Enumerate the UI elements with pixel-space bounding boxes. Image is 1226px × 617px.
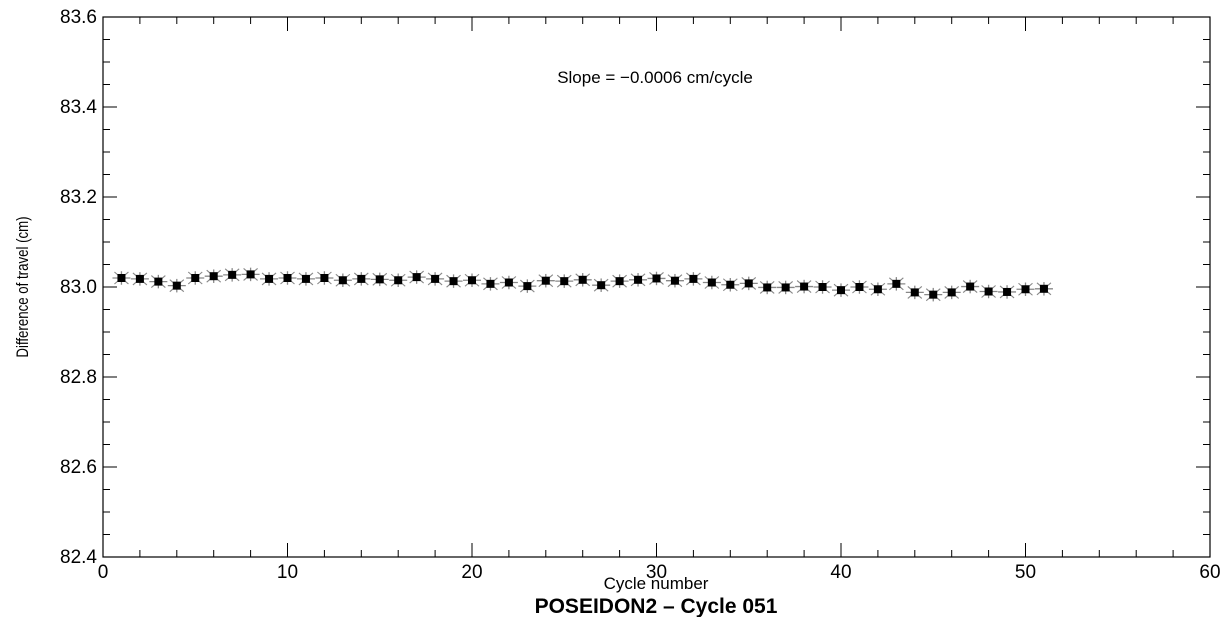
y-tick-label: 83.4	[60, 97, 97, 118]
data-point	[578, 275, 587, 284]
data-point	[634, 275, 643, 284]
data-point	[412, 273, 421, 282]
data-point	[431, 274, 440, 283]
data-point	[781, 283, 790, 292]
data-point	[523, 282, 532, 291]
x-tick-label: 10	[277, 562, 298, 583]
axis-tick-labels: 0 10 20 30 40 50 60 82.4 82.6 82.8 83.0 83.2 83.4 83.…	[60, 7, 1221, 583]
data-point	[265, 274, 274, 283]
data-point	[135, 274, 144, 283]
axis-ticks	[102, 16, 1211, 558]
data-point	[910, 288, 919, 297]
data-point	[357, 274, 366, 283]
data-point	[1021, 285, 1030, 294]
data-point	[1003, 287, 1012, 296]
data-point	[486, 279, 495, 288]
slope-annotation: Slope = −0.0006 cm/cycle	[557, 68, 753, 87]
y-tick-label: 83.6	[60, 7, 97, 28]
data-point	[818, 283, 827, 291]
data-point	[172, 281, 181, 290]
x-axis-label: Cycle number	[604, 574, 709, 593]
data-point	[947, 288, 956, 297]
data-point	[246, 270, 255, 279]
data-point	[1039, 284, 1048, 293]
data-point	[541, 276, 550, 285]
data-point	[670, 276, 679, 285]
data-point	[560, 277, 569, 286]
data-point	[689, 274, 698, 283]
data-point	[707, 278, 716, 287]
y-tick-label: 83.2	[60, 187, 97, 208]
data-point	[892, 279, 901, 288]
data-point	[615, 277, 624, 286]
data-point	[283, 274, 292, 282]
data-point	[855, 283, 864, 291]
data-point	[984, 287, 993, 296]
data-point	[338, 276, 347, 285]
data-point	[744, 279, 753, 288]
x-tick-label: 40	[830, 562, 851, 583]
data-point	[320, 274, 329, 282]
data-point	[375, 275, 384, 284]
data-point	[449, 277, 458, 286]
data-point	[763, 283, 772, 292]
data-point	[504, 278, 513, 287]
y-tick-label: 82.6	[60, 457, 97, 478]
x-tick-label: 60	[1199, 562, 1220, 583]
y-tick-label: 82.8	[60, 367, 97, 388]
data-point	[394, 276, 403, 285]
data-point	[652, 274, 661, 283]
data-point	[726, 280, 735, 289]
chart-title: POSEIDON2 – Cycle 051	[535, 595, 778, 617]
y-tick-label: 83.0	[60, 277, 97, 298]
data-point	[228, 270, 237, 279]
data-point	[468, 276, 476, 285]
data-points	[117, 270, 1048, 299]
data-point	[966, 282, 975, 291]
data-point	[929, 290, 938, 299]
x-tick-label: 30	[646, 562, 667, 583]
data-point	[154, 277, 163, 286]
y-axis-label: Difference of travel (cm)	[14, 216, 33, 357]
data-point	[597, 281, 606, 290]
x-tick-label: 0	[98, 562, 109, 583]
x-tick-label: 50	[1015, 562, 1036, 583]
data-point	[117, 274, 126, 282]
data-point	[837, 286, 845, 295]
data-point	[873, 285, 882, 294]
data-point	[209, 272, 218, 281]
y-tick-label: 82.4	[60, 547, 97, 568]
data-point	[191, 274, 200, 282]
data-point	[800, 282, 809, 291]
data-point	[301, 274, 310, 283]
x-tick-label: 20	[461, 562, 482, 583]
